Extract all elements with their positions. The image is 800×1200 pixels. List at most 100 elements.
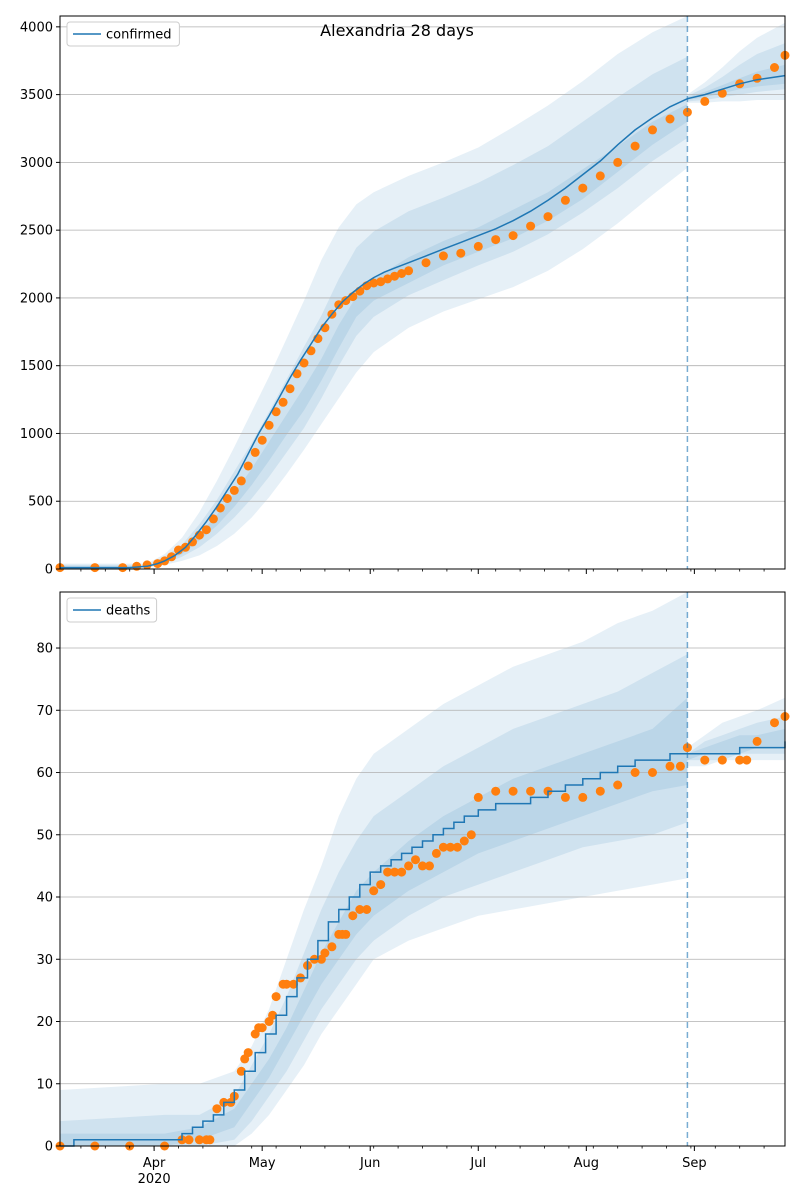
deaths-observed-point	[362, 905, 372, 914]
confirmed-observed-point	[292, 369, 302, 379]
deaths-observed-point	[327, 942, 337, 952]
confirmed-observed-point	[201, 525, 211, 535]
deaths-observed-point	[369, 886, 379, 896]
deaths-uncertainty-band-5	[687, 728, 785, 761]
confirmed-observed-point	[717, 88, 727, 98]
deaths-uncertainty-band-3	[687, 697, 785, 767]
y-tick-label: 20	[36, 1015, 53, 1030]
deaths-observed-point	[390, 867, 400, 877]
confirmed-observed-point	[285, 384, 295, 394]
confirmed-observed-point	[278, 397, 288, 407]
confirmed-observed-point	[630, 141, 640, 151]
y-tick-label: 50	[36, 828, 53, 843]
deaths-observed-point	[700, 755, 710, 765]
confirmed-observed-point	[648, 125, 657, 135]
x-tick-label: Jun	[359, 1156, 380, 1171]
x-tick-label: Sep	[682, 1156, 707, 1171]
deaths-observed-point	[268, 1010, 278, 1020]
deaths-observed-point	[418, 861, 427, 871]
confirmed-observed-point	[421, 258, 431, 268]
y-tick-label: 4000	[20, 20, 53, 35]
confirmed-observed-point	[376, 277, 386, 287]
confirmed-observed-point	[404, 266, 414, 276]
plot-frame	[59, 15, 786, 570]
confirmed-observed-point	[473, 241, 483, 251]
confirmed-observed-point	[229, 485, 239, 495]
confirmed-observed-point	[383, 274, 393, 284]
deaths-observed-point	[491, 786, 501, 796]
deaths-observed-point	[675, 761, 685, 771]
confirmed-observed-point	[526, 221, 536, 231]
deaths-observed-point	[404, 861, 414, 871]
confirmed-observed-point	[613, 157, 623, 167]
deaths-observed-point	[257, 1023, 267, 1033]
deaths-observed-point	[341, 929, 351, 939]
deaths-observed-point	[376, 880, 386, 890]
confirmed-observed-point	[341, 296, 351, 306]
y-tick-label: 0	[45, 1140, 53, 1155]
deaths-observed-point	[397, 867, 407, 877]
deaths-observed-point	[648, 768, 657, 777]
deaths-uncertainty-band-2	[60, 697, 688, 1146]
deaths-model-line	[60, 741, 786, 1147]
confirmed-observed-point	[257, 435, 267, 445]
confirmed-uncertainty-band-2	[60, 104, 688, 569]
confirmed-observed-point	[491, 235, 501, 245]
confirmed-observed-point	[271, 407, 281, 417]
confirmed-model-line	[60, 74, 786, 569]
deaths-observed-point	[320, 948, 330, 958]
plot-frame	[59, 591, 786, 1147]
deaths-observed-point	[383, 867, 393, 877]
confirmed-observed-point	[595, 171, 605, 181]
deaths-observed-point	[355, 905, 365, 914]
deaths-observed-point	[452, 842, 462, 852]
confirmed-observed-point	[236, 476, 246, 486]
y-tick-label: 3500	[20, 88, 53, 103]
deaths-observed-point	[613, 780, 623, 790]
x-tick-year-label: 2020	[138, 1172, 171, 1187]
confirmed-observed-point	[438, 251, 448, 261]
confirmed-observed-point	[208, 514, 218, 524]
deaths-observed-point	[271, 992, 281, 1002]
deaths-observed-point	[560, 792, 570, 802]
deaths-observed-point	[466, 830, 476, 840]
y-tick-label: 1500	[20, 359, 53, 374]
deaths-observed-point	[184, 1135, 194, 1145]
confirmed-uncertainty-band-3	[687, 22, 785, 103]
deaths-legend: deaths	[66, 597, 158, 623]
deaths-uncertainty-band-4	[687, 716, 785, 761]
deaths-observed-point	[595, 786, 605, 796]
deaths-observed-point	[735, 755, 745, 765]
deaths-observed-point	[194, 1135, 204, 1145]
confirmed-observed-point	[752, 73, 762, 83]
y-tick-label: 500	[28, 495, 53, 510]
deaths-observed-point	[205, 1135, 215, 1145]
confirmed-uncertainty-band-1	[60, 56, 688, 569]
confirmed-observed-point	[264, 420, 274, 430]
confirmed-observed-point	[243, 461, 253, 471]
legend-box	[66, 21, 180, 47]
deaths-observed-point	[445, 842, 455, 852]
y-tick-label: 3000	[20, 156, 53, 171]
confirmed-observed-point	[543, 212, 553, 222]
legend-label-confirmed: confirmed	[106, 28, 172, 43]
y-tick-label: 40	[36, 891, 53, 906]
y-tick-label: 30	[36, 953, 53, 968]
confirmed-uncertainty-band-0	[60, 16, 688, 569]
confirmed-observed-point	[397, 269, 407, 278]
deaths-observed-point	[630, 768, 640, 777]
confirmed-legend: confirmed	[66, 21, 180, 47]
y-tick-label: 60	[36, 766, 53, 781]
confirmed-observed-point	[665, 114, 675, 124]
deaths-observed-point	[411, 855, 420, 865]
deaths-observed-point	[459, 836, 469, 846]
deaths-observed-point	[508, 786, 518, 796]
deaths-observed-point	[236, 1066, 246, 1076]
deaths-observed-point	[431, 848, 441, 858]
confirmed-observed-point	[770, 63, 779, 72]
deaths-observed-point	[473, 792, 483, 802]
deaths-observed-point	[348, 911, 358, 921]
confirmed-observed-point	[250, 447, 260, 457]
